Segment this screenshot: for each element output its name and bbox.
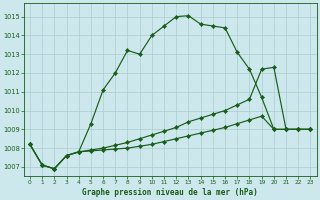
X-axis label: Graphe pression niveau de la mer (hPa): Graphe pression niveau de la mer (hPa) [82, 188, 258, 197]
